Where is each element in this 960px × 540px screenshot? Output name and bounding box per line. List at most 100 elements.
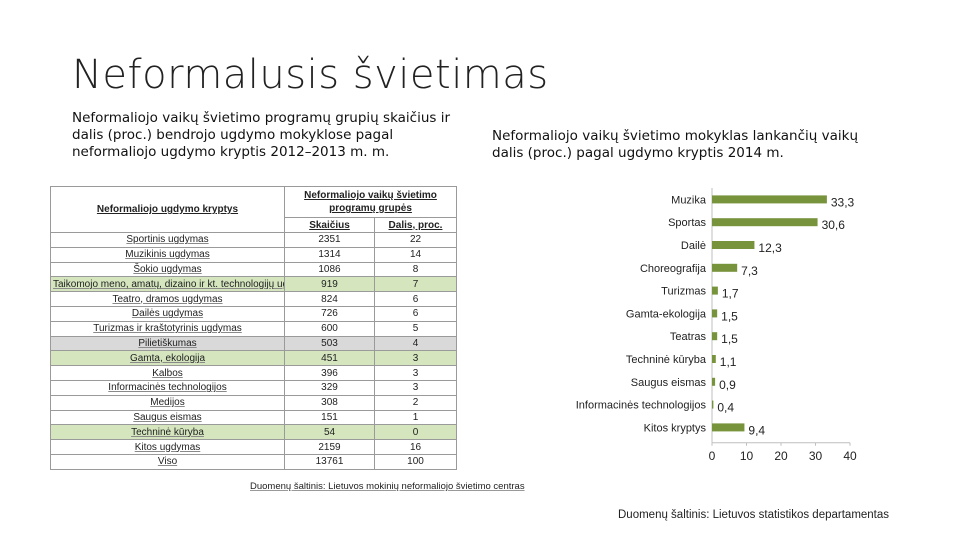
- x-tick-label: 40: [843, 449, 857, 463]
- row-count-cell: 600: [284, 320, 375, 337]
- row-share-cell: 100: [373, 453, 458, 470]
- row-name-cell: Šokio ugdymas: [50, 261, 285, 278]
- category-label: Kitos kryptys: [644, 422, 707, 434]
- bar: [712, 309, 718, 318]
- row-name-cell: Kalbos: [50, 365, 285, 381]
- row-count-cell: 1314: [284, 246, 375, 263]
- data-label: 1,5: [721, 332, 738, 346]
- table-row: Informacinės technologijos 329 3: [50, 379, 458, 396]
- category-label: Teatras: [670, 331, 707, 343]
- bar: [712, 332, 718, 341]
- bar: [712, 263, 738, 272]
- left-source-note: Duomenų šaltinis: Lietuvos mokinių nefor…: [250, 481, 525, 492]
- header-count: Skaičius: [284, 217, 375, 233]
- category-label: Techninė kūryba: [626, 354, 707, 366]
- row-name-cell: Teatro, dramos ugdymas: [50, 291, 285, 307]
- row-count-cell: 13761: [284, 453, 375, 470]
- row-name-cell: Turizmas ir kraštotyrinis ugdymas: [50, 320, 285, 337]
- row-name-cell: Informacinės technologijos: [50, 379, 285, 396]
- row-count-cell: 329: [284, 379, 375, 396]
- row-count-cell: 451: [284, 350, 375, 367]
- row-share-cell: 1: [373, 409, 458, 426]
- bar: [712, 423, 745, 432]
- header-share: Dalis, proc.: [373, 217, 458, 233]
- row-name-cell: Dailės ugdymas: [50, 305, 285, 322]
- data-label: 12,3: [758, 241, 782, 255]
- category-label: Informacinės technologijos: [576, 400, 707, 412]
- x-tick-label: 10: [740, 449, 754, 463]
- x-tick-label: 0: [709, 449, 716, 463]
- row-count-cell: 151: [284, 409, 375, 426]
- table-row: Kitos ugdymas 2159 16: [50, 439, 458, 455]
- row-share-cell: 2: [373, 394, 458, 411]
- row-share-cell: 5: [373, 320, 458, 337]
- table-row: Taikomojo meno, amatų, dizaino ir kt. te…: [50, 276, 458, 293]
- category-label: Saugus eismas: [631, 377, 707, 389]
- x-tick-label: 30: [809, 449, 823, 463]
- row-share-cell: 3: [373, 350, 458, 367]
- row-count-cell: 2159: [284, 439, 375, 455]
- table-row: Saugus eismas 151 1: [50, 409, 458, 426]
- row-name-cell: Gamta, ekologija: [50, 350, 285, 367]
- data-label: 0,9: [719, 378, 736, 392]
- data-label: 9,4: [748, 423, 765, 437]
- row-share-cell: 8: [373, 261, 458, 278]
- bar: [712, 241, 755, 249]
- row-count-cell: 824: [284, 291, 375, 307]
- bar: [712, 218, 818, 227]
- header-directions: Neformaliojo ugdymo kryptys: [50, 186, 285, 233]
- row-count-cell: 726: [284, 305, 375, 322]
- data-label: 33,3: [831, 195, 855, 209]
- data-label: 1,1: [720, 355, 737, 369]
- header-program-groups: Neformaliojo vaikų švietimo programų gru…: [283, 186, 458, 218]
- table-row: Medijos 308 2: [50, 394, 458, 411]
- row-count-cell: 919: [284, 276, 375, 293]
- row-share-cell: 6: [373, 305, 458, 322]
- left-chart-caption: Neformaliojo vaikų švietimo programų gru…: [72, 110, 451, 160]
- table-row: Viso 13761 100: [50, 453, 458, 470]
- row-count-cell: 2351: [284, 232, 375, 248]
- category-label: Sportas: [668, 217, 706, 229]
- row-name-cell: Kitos ugdymas: [50, 439, 285, 455]
- bar: [712, 355, 716, 363]
- x-tick-label: 20: [774, 449, 788, 463]
- category-label: Muzika: [671, 194, 707, 206]
- row-count-cell: 396: [284, 365, 375, 381]
- table-body: Sportinis ugdymas 2351 22 Muzikinis ugdymas…: [50, 232, 458, 470]
- program-groups-table-panel: Neformaliojo ugdymo kryptys Neformaliojo…: [50, 186, 458, 470]
- table-row: Turizmas ir kraštotyrinis ugdymas 600 5: [50, 320, 458, 337]
- participation-bar-chart: Muzika 33,3 Sportas 30,6 Dailė 12,3 Choreograf…: [576, 188, 857, 463]
- row-name-cell: Pilietiškumas: [50, 335, 285, 352]
- program-groups-table: Neformaliojo ugdymo kryptys Neformaliojo…: [50, 186, 458, 470]
- table-row: Muzikinis ugdymas 1314 14: [50, 246, 458, 263]
- table-row: Teatro, dramos ugdymas 824 6: [50, 291, 458, 307]
- row-share-cell: 4: [373, 335, 458, 352]
- row-share-cell: 0: [373, 424, 458, 441]
- row-name-cell: Muzikinis ugdymas: [50, 246, 285, 263]
- table-row: Dailės ugdymas 726 6: [50, 305, 458, 322]
- row-share-cell: 7: [373, 276, 458, 293]
- row-name-cell: Medijos: [50, 394, 285, 411]
- row-count-cell: 503: [284, 335, 375, 352]
- table-row: Gamta, ekologija 451 3: [50, 350, 458, 367]
- row-name-cell: Viso: [50, 453, 285, 470]
- category-label: Dailė: [681, 240, 706, 252]
- data-label: 1,5: [721, 309, 738, 323]
- row-share-cell: 22: [373, 232, 458, 248]
- data-label: 0,4: [717, 401, 734, 415]
- table-row: Kalbos 396 3: [50, 365, 458, 381]
- bar: [712, 286, 718, 295]
- table-row: Pilietiškumas 503 4: [50, 335, 458, 352]
- table-row: Sportinis ugdymas 2351 22: [50, 232, 458, 248]
- table-row: Techninė kūryba 54 0: [50, 424, 458, 441]
- row-share-cell: 14: [373, 246, 458, 263]
- right-source-note: Duomenų šaltinis: Lietuvos statistikos d…: [618, 509, 890, 521]
- right-chart-caption: Neformaliojo vaikų švietimo mokyklas lan…: [492, 128, 859, 161]
- data-label: 30,6: [822, 218, 846, 232]
- data-label: 1,7: [722, 287, 739, 301]
- slide-title: Neformalusis švietimas: [72, 52, 549, 98]
- row-share-cell: 6: [373, 291, 458, 307]
- bar: [712, 195, 827, 204]
- bar: [712, 377, 716, 386]
- row-share-cell: 16: [373, 439, 458, 455]
